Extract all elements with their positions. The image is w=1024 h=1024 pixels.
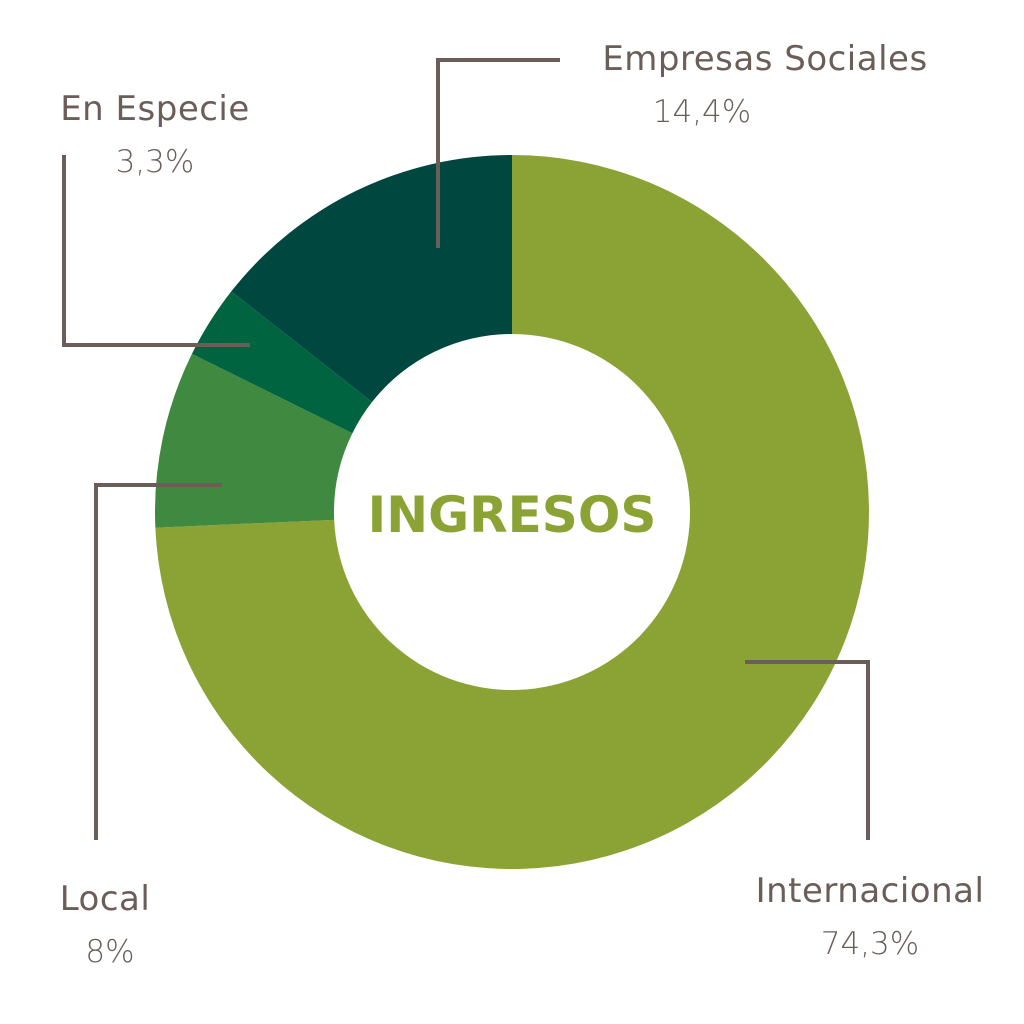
chart-title: INGRESOS	[368, 486, 657, 544]
slice-internacional	[155, 155, 870, 869]
leader-line-empresas-sociales	[436, 58, 560, 248]
slice-en-especie	[191, 291, 373, 434]
slice-empresas-sociales	[231, 155, 512, 403]
label-empresas-sociales: Empresas Sociales	[602, 39, 927, 79]
label-local: Local	[60, 879, 151, 919]
leader-line-local	[94, 483, 222, 840]
donut-slices	[155, 155, 870, 869]
label-internacional: Internacional	[756, 871, 985, 911]
leader-line-internacional	[745, 660, 870, 840]
value-local: 8%	[85, 934, 134, 970]
value-en-especie: 3,3%	[116, 144, 195, 180]
leader-line-en-especie	[62, 155, 250, 347]
value-internacional: 74,3%	[821, 926, 919, 962]
label-en-especie: En Especie	[60, 89, 250, 129]
value-empresas-sociales: 14,4%	[653, 94, 751, 130]
